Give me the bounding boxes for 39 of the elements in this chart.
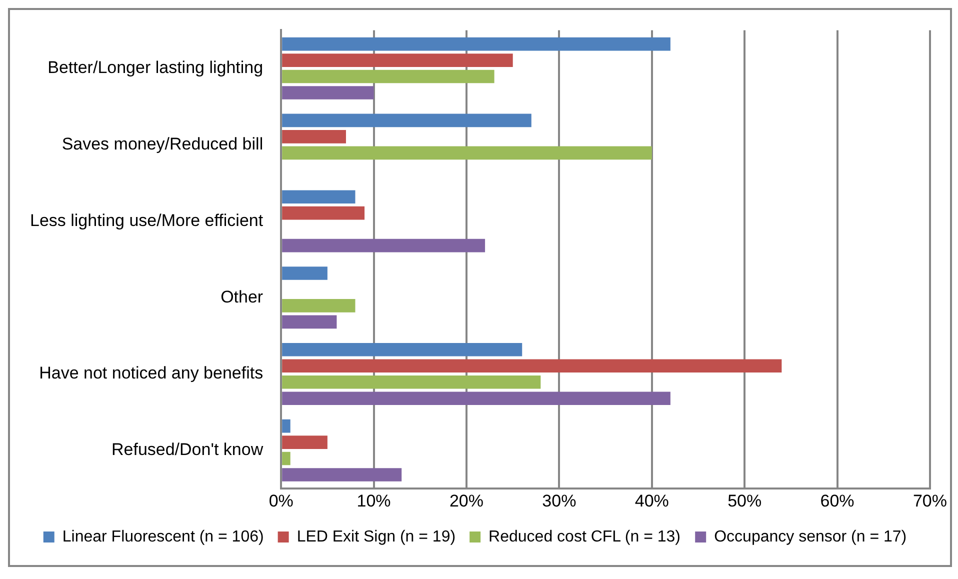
- bar: [282, 392, 670, 406]
- bar: [282, 375, 541, 389]
- x-tick-label: 50%: [728, 491, 762, 510]
- legend-label: Linear Fluorescent (n = 106): [62, 528, 264, 546]
- legend-label: LED Exit Sign (n = 19): [296, 528, 456, 546]
- bar: [282, 436, 328, 449]
- bar: [282, 86, 374, 100]
- x-tick-label: 40%: [634, 491, 669, 510]
- y-tick-label: Saves money/Reduced bill: [62, 134, 264, 154]
- y-tick-label: Other: [220, 287, 264, 306]
- bar: [282, 342, 522, 356]
- x-tick-label: 70%: [912, 491, 948, 510]
- x-tick-label: 20%: [449, 491, 484, 510]
- bar: [282, 37, 670, 51]
- x-tick-label: 30%: [542, 491, 576, 510]
- bar: [282, 266, 328, 280]
- bar: [282, 206, 365, 220]
- x-tick-label: 10%: [356, 491, 391, 510]
- bar: [282, 190, 356, 204]
- bar: [282, 238, 486, 252]
- y-tick-label: Better/Longer lasting lighting: [48, 58, 264, 78]
- x-tick-label: 60%: [820, 491, 854, 510]
- bar: [282, 359, 782, 373]
- bar: [282, 54, 513, 67]
- bar: [282, 299, 356, 312]
- bar: [282, 146, 652, 160]
- bar: [282, 419, 290, 433]
- bar: [282, 114, 532, 128]
- bar: [282, 452, 290, 466]
- legend-label: Occupancy sensor (n = 17): [714, 528, 907, 546]
- y-tick-label: Refused/Don't know: [111, 440, 264, 460]
- legend-label: Reduced cost CFL (n = 13): [488, 528, 681, 546]
- bar: [282, 130, 346, 144]
- x-tick-label: 0%: [268, 491, 294, 510]
- y-tick-label: Less lighting use/More efficient: [30, 210, 264, 230]
- bar: [282, 315, 337, 329]
- y-tick-label: Have not noticed any benefits: [39, 364, 264, 383]
- bar: [282, 468, 402, 482]
- bar: [282, 70, 494, 84]
